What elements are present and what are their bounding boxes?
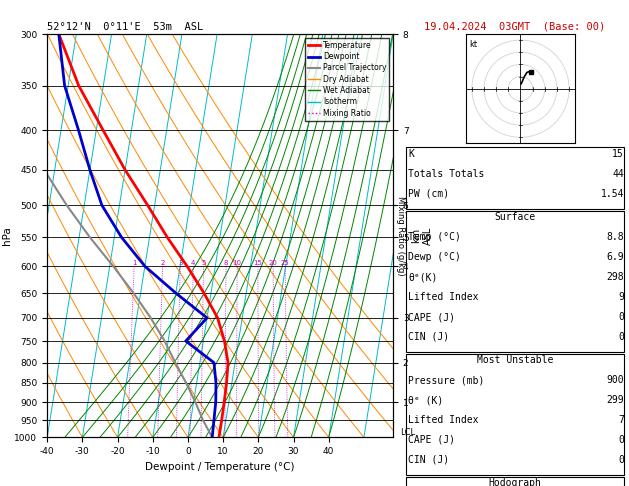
Text: 9: 9 bbox=[618, 292, 624, 302]
Text: Dewp (°C): Dewp (°C) bbox=[408, 252, 461, 262]
Text: PW (cm): PW (cm) bbox=[408, 189, 449, 199]
Text: 7: 7 bbox=[618, 415, 624, 425]
Text: 2: 2 bbox=[160, 260, 165, 266]
Text: 8: 8 bbox=[224, 260, 228, 266]
Text: 1: 1 bbox=[132, 260, 136, 266]
Text: Pressure (mb): Pressure (mb) bbox=[408, 375, 484, 385]
X-axis label: Dewpoint / Temperature (°C): Dewpoint / Temperature (°C) bbox=[145, 462, 295, 472]
Text: 15: 15 bbox=[253, 260, 262, 266]
Text: Lifted Index: Lifted Index bbox=[408, 292, 479, 302]
Text: 0: 0 bbox=[618, 435, 624, 445]
Text: 5: 5 bbox=[201, 260, 206, 266]
Text: 298: 298 bbox=[606, 272, 624, 282]
Text: Most Unstable: Most Unstable bbox=[477, 355, 553, 365]
Y-axis label: km
ASL: km ASL bbox=[411, 226, 433, 245]
Text: 900: 900 bbox=[606, 375, 624, 385]
Text: LCL: LCL bbox=[400, 428, 415, 437]
Text: CIN (J): CIN (J) bbox=[408, 455, 449, 465]
Text: θᵉ (K): θᵉ (K) bbox=[408, 395, 443, 405]
Y-axis label: hPa: hPa bbox=[2, 226, 12, 245]
Text: Lifted Index: Lifted Index bbox=[408, 415, 479, 425]
Text: CAPE (J): CAPE (J) bbox=[408, 435, 455, 445]
Legend: Temperature, Dewpoint, Parcel Trajectory, Dry Adiabat, Wet Adiabat, Isotherm, Mi: Temperature, Dewpoint, Parcel Trajectory… bbox=[305, 38, 389, 121]
Text: 20: 20 bbox=[269, 260, 277, 266]
Text: 0: 0 bbox=[618, 332, 624, 342]
Text: Totals Totals: Totals Totals bbox=[408, 169, 484, 179]
Text: Surface: Surface bbox=[494, 212, 535, 223]
Text: K: K bbox=[408, 149, 414, 159]
Text: 19.04.2024  03GMT  (Base: 00): 19.04.2024 03GMT (Base: 00) bbox=[423, 21, 605, 32]
Text: Hodograph: Hodograph bbox=[488, 478, 542, 486]
Text: CIN (J): CIN (J) bbox=[408, 332, 449, 342]
Text: 0: 0 bbox=[618, 312, 624, 322]
Text: 1.54: 1.54 bbox=[601, 189, 624, 199]
Text: 15: 15 bbox=[612, 149, 624, 159]
Text: 299: 299 bbox=[606, 395, 624, 405]
Text: θᵉ(K): θᵉ(K) bbox=[408, 272, 438, 282]
Text: CAPE (J): CAPE (J) bbox=[408, 312, 455, 322]
Text: 8.8: 8.8 bbox=[606, 232, 624, 243]
Text: Mixing Ratio (g/kg): Mixing Ratio (g/kg) bbox=[396, 196, 405, 276]
Text: 10: 10 bbox=[233, 260, 242, 266]
Text: 3: 3 bbox=[178, 260, 182, 266]
Text: 0: 0 bbox=[618, 455, 624, 465]
Text: 4: 4 bbox=[191, 260, 196, 266]
Text: 52°12'N  0°11'E  53m  ASL: 52°12'N 0°11'E 53m ASL bbox=[47, 21, 203, 32]
Text: kt: kt bbox=[469, 40, 477, 49]
Text: Temp (°C): Temp (°C) bbox=[408, 232, 461, 243]
Text: 25: 25 bbox=[281, 260, 289, 266]
Text: 44: 44 bbox=[612, 169, 624, 179]
Text: 6.9: 6.9 bbox=[606, 252, 624, 262]
